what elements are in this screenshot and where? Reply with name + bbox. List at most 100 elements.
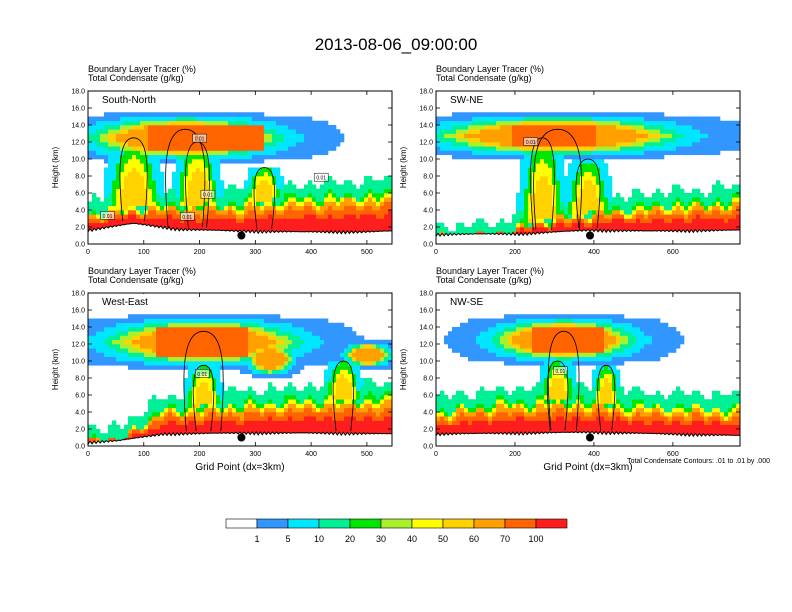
- field-cell: [296, 120, 301, 126]
- field-cell: [544, 116, 549, 122]
- field-cell: [376, 197, 381, 202]
- field-cell: [440, 227, 445, 232]
- field-cell: [328, 210, 333, 215]
- field-cell: [316, 416, 321, 421]
- field-cell: [156, 335, 161, 341]
- contour-label-box: [180, 212, 195, 221]
- field-cell: [296, 429, 301, 434]
- field-cell: [648, 137, 653, 143]
- field-cell: [236, 188, 241, 194]
- field-cell: [88, 205, 93, 211]
- field-cell: [100, 222, 105, 228]
- field-cell: [560, 193, 565, 198]
- field-cell: [320, 403, 325, 409]
- field-cell: [348, 188, 353, 194]
- y-tick-label: 14.0: [71, 123, 85, 130]
- field-cell: [148, 159, 153, 164]
- field-cell: [112, 201, 117, 207]
- field-cell: [200, 339, 205, 345]
- field-cell: [172, 361, 177, 366]
- field-cell: [612, 227, 617, 232]
- field-cell: [608, 112, 613, 117]
- field-cell: [240, 399, 245, 404]
- field-cell: [188, 193, 193, 198]
- field-cell: [304, 222, 309, 228]
- field-cell: [180, 331, 185, 336]
- field-cell: [148, 331, 153, 336]
- field-cell: [332, 197, 337, 202]
- field-cell: [312, 197, 317, 202]
- field-cell: [576, 116, 581, 122]
- field-cell: [164, 339, 169, 345]
- field-cell: [308, 137, 313, 143]
- field-cell: [340, 356, 345, 362]
- field-cell: [628, 222, 633, 228]
- field-cell: [368, 399, 373, 404]
- field-cell: [108, 142, 113, 147]
- field-cell: [660, 197, 665, 202]
- field-cell: [536, 210, 541, 215]
- field-cell: [192, 150, 197, 156]
- field-cell: [288, 154, 293, 160]
- field-cell: [684, 218, 689, 224]
- field-cell: [148, 356, 153, 362]
- field-cell: [296, 214, 301, 219]
- field-cell: [512, 120, 517, 126]
- field-cell: [288, 201, 293, 207]
- field-cell: [504, 125, 509, 130]
- field-cell: [484, 142, 489, 147]
- field-cell: [348, 184, 353, 190]
- field-cell: [208, 133, 213, 139]
- field-cell: [92, 214, 97, 219]
- field-cell: [252, 167, 257, 173]
- field-cell: [356, 218, 361, 224]
- field-cell: [200, 222, 205, 228]
- field-cell: [248, 344, 253, 349]
- field-cell: [132, 193, 137, 198]
- field-cell: [704, 197, 709, 202]
- field-cell: [196, 201, 201, 207]
- field-cell: [596, 112, 601, 117]
- field-cell: [648, 201, 653, 207]
- field-cell: [600, 222, 605, 228]
- field-cell: [500, 154, 505, 160]
- field-cell: [560, 197, 565, 202]
- field-cell: [132, 356, 137, 362]
- field-cell: [712, 193, 717, 198]
- field-cell: [204, 154, 209, 160]
- field-cell: [292, 205, 297, 211]
- field-cell: [208, 314, 213, 319]
- field-cell: [288, 390, 293, 396]
- field-cell: [188, 133, 193, 139]
- field-cell: [196, 214, 201, 219]
- field-cell: [376, 193, 381, 198]
- field-cell: [268, 386, 273, 392]
- field-cell: [648, 125, 653, 130]
- field-cell: [556, 163, 561, 168]
- field-cell: [552, 227, 557, 232]
- field-cell: [540, 142, 545, 147]
- field-cell: [316, 150, 321, 156]
- field-cell: [624, 154, 629, 160]
- field-cell: [332, 227, 337, 232]
- field-cell: [356, 403, 361, 409]
- field-cell: [216, 322, 221, 328]
- field-cell: [116, 154, 121, 160]
- field-cell: [600, 180, 605, 185]
- field-cell: [604, 167, 609, 173]
- contour-line: [253, 167, 275, 230]
- field-cell: [240, 365, 245, 370]
- field-cell: [584, 210, 589, 215]
- field-cell: [280, 125, 285, 130]
- field-cell: [436, 120, 441, 126]
- field-cell: [168, 218, 173, 224]
- field-cell: [208, 120, 213, 126]
- field-cell: [556, 133, 561, 139]
- field-cell: [668, 116, 673, 122]
- field-cell: [436, 137, 441, 143]
- field-cell: [224, 399, 229, 404]
- field-cell: [592, 205, 597, 211]
- field-cell: [684, 129, 689, 134]
- field-cell: [108, 201, 113, 207]
- field-cell: [104, 112, 109, 117]
